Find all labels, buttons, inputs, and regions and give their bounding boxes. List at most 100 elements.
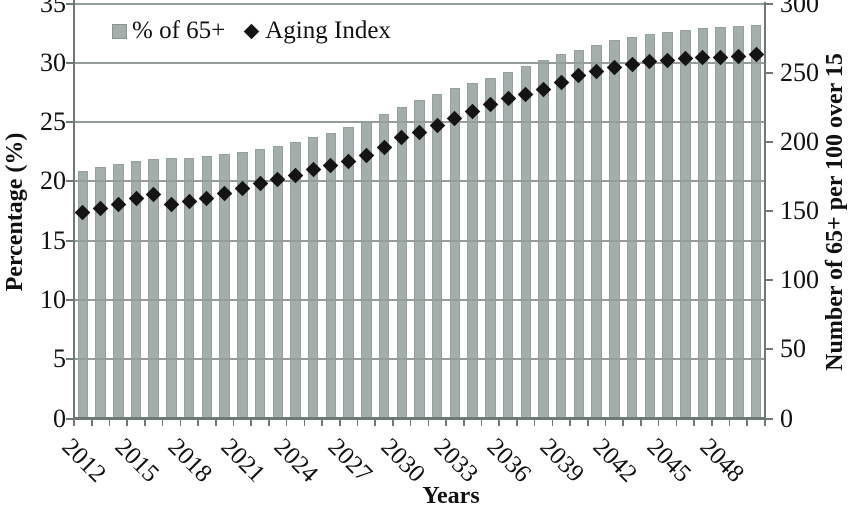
x-axis-tick	[409, 419, 412, 426]
x-axis-tick	[144, 419, 146, 426]
bar-2040	[573, 49, 585, 419]
x-axis-tick	[533, 419, 536, 426]
gridline	[74, 2, 765, 5]
gridline	[74, 358, 765, 361]
bar-2045	[662, 31, 673, 419]
left-axis-tick	[66, 121, 74, 124]
right-axis-tick	[765, 71, 773, 74]
x-axis-tick	[338, 419, 341, 426]
x-axis-tick	[551, 419, 554, 426]
x-tick-label-2033: 2033	[428, 433, 483, 488]
y-tick-label-right: 250	[780, 57, 819, 87]
bar-2028	[361, 120, 372, 419]
legend-bar-swatch-icon	[112, 23, 127, 39]
bottom-axis-line	[74, 417, 765, 420]
bar-2037	[520, 66, 532, 419]
x-axis-tick	[374, 419, 376, 426]
x-axis-tick	[427, 419, 430, 426]
x-axis-tick	[303, 419, 306, 426]
x-axis-tick	[285, 419, 288, 426]
left-axis-tick	[66, 358, 74, 361]
x-axis-tick	[445, 419, 447, 426]
right-axis-tick	[765, 348, 773, 351]
y-tick-label-left: 5	[53, 344, 66, 374]
y-tick-label-left: 15	[40, 225, 66, 255]
bar-2039	[555, 54, 567, 419]
y-tick-label-left: 30	[40, 47, 66, 77]
gridline	[74, 239, 765, 242]
bar-2034	[467, 82, 478, 419]
y-tick-label-left: 35	[40, 0, 66, 18]
gridline	[74, 121, 765, 124]
x-axis-tick	[498, 419, 501, 426]
x-axis-tick	[711, 419, 713, 426]
left-axis-tick	[66, 180, 74, 183]
right-axis-line	[763, 2, 766, 425]
left-axis-title: Percentage (%)	[2, 132, 28, 292]
bar-2035	[485, 78, 496, 419]
x-axis-tick	[126, 419, 128, 426]
x-tick-label-2042: 2042	[588, 433, 643, 488]
bar-2027	[343, 126, 354, 419]
y-tick-label-left: 0	[53, 403, 66, 433]
y-tick-label-right: 300	[780, 0, 819, 18]
x-tick-label-2024: 2024	[269, 433, 324, 488]
gridline	[74, 61, 765, 64]
x-axis-tick	[462, 419, 465, 426]
x-axis-tick	[764, 419, 766, 426]
x-axis-tick	[179, 419, 182, 426]
x-axis-tick	[675, 419, 678, 426]
x-tick-label-2021: 2021	[215, 433, 271, 488]
bar-2032	[431, 93, 443, 419]
y-tick-label-right: 0	[780, 403, 793, 433]
x-axis-tick	[480, 419, 483, 426]
x-tick-label-2030: 2030	[375, 433, 430, 488]
y-tick-label-left: 25	[40, 107, 66, 137]
x-axis-tick	[250, 419, 252, 426]
legend-item-pct-of-65: % of 65+	[112, 17, 225, 45]
right-axis-title: Number of 65+ per 100 over 15	[822, 53, 848, 371]
x-axis-tick	[232, 419, 235, 426]
x-axis-title: Years	[422, 483, 480, 509]
x-axis-tick	[746, 419, 749, 426]
x-axis-tick	[728, 419, 731, 426]
x-tick-label-2039: 2039	[534, 433, 590, 488]
x-tick-label-2045: 2045	[641, 433, 696, 488]
left-axis-tick	[66, 298, 74, 301]
x-axis-tick	[657, 419, 660, 426]
right-axis-tick	[765, 140, 773, 143]
x-axis-tick	[90, 419, 93, 426]
x-tick-label-2048: 2048	[694, 433, 749, 488]
bar-2042	[609, 40, 620, 419]
left-axis-tick	[66, 61, 74, 64]
x-tick-label-2018: 2018	[162, 433, 218, 488]
right-axis-tick	[765, 279, 773, 282]
x-axis-tick	[197, 419, 199, 426]
x-axis-tick	[356, 419, 359, 426]
y-tick-label-right: 50	[780, 334, 806, 364]
left-axis-tick	[66, 417, 74, 420]
left-axis-tick	[66, 2, 74, 5]
x-axis-tick	[587, 419, 589, 426]
gridline	[74, 298, 765, 301]
y-tick-label-right: 200	[780, 126, 819, 156]
right-axis-tick	[765, 2, 773, 5]
bar-2033	[449, 87, 461, 419]
x-axis-tick	[693, 419, 695, 426]
legend-diamond-icon	[243, 23, 260, 39]
x-tick-label-2036: 2036	[481, 433, 537, 488]
x-axis-tick	[640, 419, 642, 426]
bar-2043	[626, 36, 638, 419]
bar-2026	[325, 132, 337, 419]
x-axis-tick	[604, 419, 607, 426]
right-axis-tick	[765, 210, 773, 212]
x-axis-tick	[516, 419, 518, 426]
x-axis-tick	[214, 419, 217, 426]
legend-item-aging-index: Aging Index	[243, 17, 391, 45]
x-axis-tick	[321, 419, 323, 426]
y-tick-label-left: 10	[40, 284, 66, 314]
bar-2031	[414, 99, 425, 419]
bar-2030	[396, 106, 408, 419]
x-axis-tick	[161, 419, 164, 426]
